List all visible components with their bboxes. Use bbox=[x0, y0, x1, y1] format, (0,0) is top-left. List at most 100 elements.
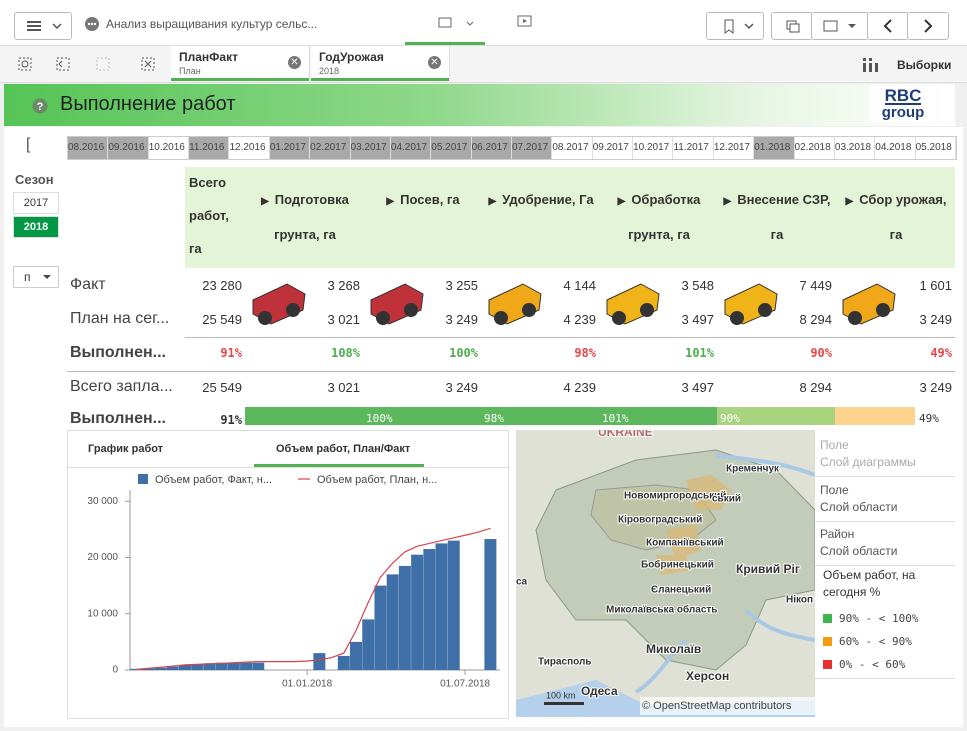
map-legend: ПолеСлой диаграммыПолеСлой областиРайонС… bbox=[815, 430, 955, 717]
timeline-bracket: [ bbox=[26, 136, 30, 154]
layer-divider bbox=[815, 565, 955, 566]
map-label: ca bbox=[516, 577, 528, 588]
timeline-month[interactable]: 05.2017 bbox=[431, 137, 471, 159]
timeline-month[interactable]: 01.2017 bbox=[270, 137, 310, 159]
y-tick-label: 20 000 bbox=[87, 552, 118, 563]
layer-name[interactable]: Район bbox=[820, 527, 854, 541]
timeline-month[interactable]: 09.2016 bbox=[108, 137, 148, 159]
bar bbox=[191, 664, 203, 670]
layer-divider bbox=[815, 678, 955, 679]
table-cell: 108% bbox=[245, 346, 360, 360]
map-label: Миколаїв bbox=[646, 642, 701, 656]
timeline-month[interactable]: 03.2017 bbox=[351, 137, 391, 159]
map-label: Нікоп bbox=[786, 595, 813, 606]
legend-title: Объем работ, на сегодня % bbox=[823, 567, 933, 601]
legend-swatch bbox=[823, 614, 832, 623]
map-label: Кіровоградський bbox=[618, 515, 702, 526]
timeline-month[interactable]: 12.2016 bbox=[229, 137, 269, 159]
timeline-month[interactable]: 08.2016 bbox=[68, 137, 108, 159]
table-cell: 100% bbox=[363, 346, 478, 360]
bar bbox=[252, 663, 264, 670]
table-cell: 8 294 bbox=[717, 380, 832, 395]
row-label: Выполнен... bbox=[70, 344, 166, 362]
timeline-month[interactable]: 12.2017 bbox=[714, 137, 754, 159]
timeline-month[interactable]: 11.2016 bbox=[189, 137, 229, 159]
tab[interactable]: Объем работ, План/Факт bbox=[276, 443, 410, 455]
machine-wheel bbox=[612, 311, 626, 325]
timeline-month[interactable]: 07.2017 bbox=[512, 137, 552, 159]
layer-type: Слой области bbox=[820, 544, 897, 558]
layer-divider bbox=[815, 521, 955, 522]
machine-wheel bbox=[404, 303, 418, 317]
bar bbox=[411, 555, 423, 670]
equipment-image bbox=[247, 270, 309, 332]
timeline-month[interactable]: 02.2018 bbox=[795, 137, 835, 159]
y-tick-label: 0 bbox=[112, 665, 118, 676]
equipment-image bbox=[365, 270, 427, 332]
progress-label: 98% bbox=[484, 412, 504, 425]
equipment-image bbox=[483, 270, 545, 332]
timeline-month[interactable]: 08.2017 bbox=[552, 137, 592, 159]
row-separator bbox=[185, 337, 955, 338]
timeline-month[interactable]: 10.2016 bbox=[149, 137, 189, 159]
machine-wheel bbox=[758, 303, 772, 317]
timeline-month[interactable]: 03.2018 bbox=[835, 137, 875, 159]
timeline-month[interactable]: 04.2017 bbox=[391, 137, 431, 159]
bar bbox=[448, 541, 460, 670]
map-label: Кривий Ріг bbox=[736, 562, 800, 576]
map-label: Херсон bbox=[686, 669, 729, 683]
row-label: Всего запла... bbox=[70, 378, 173, 396]
machine-wheel bbox=[494, 311, 508, 325]
timeline-month[interactable]: 04.2018 bbox=[875, 137, 915, 159]
machine-wheel bbox=[730, 311, 744, 325]
column-header hd[interactable]: Сбор урожая, га bbox=[841, 183, 951, 251]
machine-wheel bbox=[286, 303, 300, 317]
table-cell: 91% bbox=[185, 413, 242, 426]
row-label: Выполнен... bbox=[70, 410, 166, 426]
map-scale: 100 km bbox=[546, 690, 576, 700]
bar bbox=[167, 667, 179, 670]
timeline-month[interactable]: 09.2017 bbox=[593, 137, 633, 159]
column-header hd[interactable]: Внесение СЗР, га bbox=[723, 183, 831, 251]
bar bbox=[423, 549, 435, 670]
layer-name[interactable]: Поле bbox=[820, 438, 849, 452]
table-cell: 101% bbox=[599, 346, 714, 360]
kpi-table: Всего работ, гаПодготовка грунта, гаПосе… bbox=[0, 0, 967, 426]
layer-name[interactable]: Поле bbox=[820, 483, 849, 497]
bar bbox=[350, 642, 362, 670]
progress-label: 100% bbox=[366, 412, 393, 425]
legend-label: 90% - < 100% bbox=[839, 612, 918, 625]
bar bbox=[374, 586, 386, 670]
machine-wheel bbox=[258, 311, 272, 325]
progress-bar bbox=[245, 407, 363, 425]
bar bbox=[313, 653, 325, 670]
chart: 010 00020 00030 00001.01.201801.07.2018О… bbox=[68, 468, 508, 716]
table-cell: 23 280 bbox=[185, 278, 242, 293]
table-cell: 25 549 bbox=[185, 380, 242, 395]
column-header hd[interactable]: Обработка грунта, га bbox=[605, 183, 713, 251]
y-tick-label: 10 000 bbox=[87, 608, 118, 619]
equipment-image bbox=[719, 270, 781, 332]
layer-type: Слой области bbox=[820, 500, 897, 514]
timeline-month[interactable]: 06.2017 bbox=[472, 137, 512, 159]
tab[interactable]: График работ bbox=[88, 443, 163, 455]
progress-label: 49% bbox=[919, 412, 939, 425]
machine-wheel bbox=[640, 303, 654, 317]
legend-label: Объем работ, Факт, н... bbox=[155, 474, 272, 486]
timeline-month[interactable]: 05.2018 bbox=[916, 137, 956, 159]
map-label: Кременчук bbox=[726, 464, 780, 475]
timeline-month[interactable]: 01.2018 bbox=[754, 137, 794, 159]
timeline-month[interactable]: 11.2017 bbox=[673, 137, 713, 159]
bar bbox=[484, 539, 496, 670]
bar bbox=[338, 656, 350, 670]
timeline-month[interactable]: 10.2017 bbox=[633, 137, 673, 159]
scale-bar bbox=[544, 702, 584, 705]
timeline-month[interactable]: 02.2017 bbox=[310, 137, 350, 159]
map-label: Бобринецький bbox=[641, 559, 714, 571]
column-header hd[interactable]: Посев, га bbox=[369, 183, 477, 218]
column-header hd[interactable]: Подготовка грунта, га bbox=[251, 183, 359, 251]
column-header hd[interactable]: Удобрение, Га bbox=[487, 183, 595, 218]
row-separator bbox=[67, 371, 955, 372]
tab-underline bbox=[254, 464, 424, 467]
